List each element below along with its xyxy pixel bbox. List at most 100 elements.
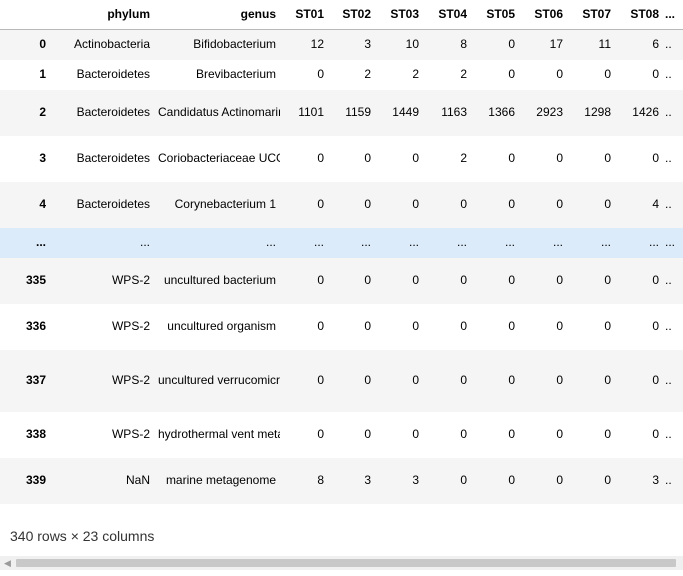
cell-value: 4 xyxy=(652,197,659,211)
index-header xyxy=(0,0,50,30)
cell-more: .. xyxy=(665,197,672,211)
row-index: 2 xyxy=(39,105,46,119)
cell-value: 1163 xyxy=(441,105,467,119)
dataframe-table: phylum genus ST01 ST02 ST03 ST04 ST05 ST… xyxy=(0,0,683,487)
cell-value: 0 xyxy=(317,319,324,333)
row-index: 0 xyxy=(39,37,46,52)
cell-phylum: NaN xyxy=(125,473,150,487)
arrow-left-icon[interactable]: ◀ xyxy=(4,558,11,568)
cell-value: 3 xyxy=(652,473,659,487)
cell-value: 0 xyxy=(317,197,324,211)
cell-value: 0 xyxy=(652,273,659,287)
row-index: 1 xyxy=(39,67,46,81)
row-index: 3 xyxy=(39,151,46,165)
cell-more: .. xyxy=(665,105,672,119)
cell-genus: marine metagenome xyxy=(165,473,276,487)
cell-value: 0 xyxy=(460,427,467,441)
row-index: 337 xyxy=(25,373,46,387)
cell-value: 0 xyxy=(604,473,611,487)
scrollbar-thumb[interactable] xyxy=(16,559,676,567)
table-row: 0 Actinobacteria Bifidobacterium 12 3 10 8 0 17 1… xyxy=(0,29,683,60)
cell-phylum: Bacteroidetes xyxy=(76,151,150,165)
column-header-st03: ST03 xyxy=(375,0,423,30)
cell-value: 0 xyxy=(508,67,515,81)
cell-value: 0 xyxy=(460,373,467,387)
cell-phylum: Bacteroidetes xyxy=(76,105,150,119)
cell-value: 3 xyxy=(412,473,419,487)
cell-value: 2923 xyxy=(536,105,563,119)
cell-value: 0 xyxy=(652,427,659,441)
cell-value: 0 xyxy=(604,319,611,333)
column-header-st01: ST01 xyxy=(280,0,328,30)
cell-value: ... xyxy=(360,235,371,249)
cell-value: 1101 xyxy=(298,105,324,119)
cell-value: 8 xyxy=(460,37,467,52)
cell-value: 0 xyxy=(317,373,324,387)
cell-value: 0 xyxy=(317,273,324,287)
cell-value: 0 xyxy=(652,151,659,165)
table-row: 3 Bacteroidetes Coriobacteriaceae UCG-002 0… xyxy=(0,136,683,182)
column-header-st07: ST07 xyxy=(567,0,615,30)
horizontal-scrollbar[interactable]: ◀ xyxy=(0,556,683,570)
row-index: 4 xyxy=(39,197,46,211)
cell-genus: Brevibacterium xyxy=(195,67,276,81)
table-row: 2 Bacteroidetes Candidatus Actinomarina 110… xyxy=(0,89,683,136)
row-index: 335 xyxy=(25,273,46,287)
cell-value: ... xyxy=(456,235,467,249)
row-index: ... xyxy=(35,235,46,249)
cell-value: 1159 xyxy=(345,105,371,119)
cell-genus: uncultured verrucomicrobium HF0070_15G23 xyxy=(158,373,280,387)
cell-value: 2 xyxy=(460,67,467,81)
cell-value: 8 xyxy=(317,473,324,487)
column-header-more: ... xyxy=(663,0,683,30)
cell-value: 0 xyxy=(508,427,515,441)
cell-value: ... xyxy=(504,235,515,249)
cell-value: 0 xyxy=(604,151,611,165)
cell-value: 0 xyxy=(460,273,467,287)
table-row: 1 Bacteroidetes Brevibacterium 0 2 2 2 0 0 0 0.. xyxy=(0,60,683,90)
cell-value: ... xyxy=(552,235,563,249)
cell-value: 0 xyxy=(652,67,659,81)
table-row: 337 WPS-2 uncultured verrucomicrobium HF00… xyxy=(0,349,683,412)
row-index: 339 xyxy=(25,473,46,487)
cell-value: 0 xyxy=(556,151,563,165)
row-index: 338 xyxy=(25,427,46,441)
cell-value: 0 xyxy=(508,273,515,287)
cell-phylum: WPS-2 xyxy=(111,427,150,441)
cell-value: 0 xyxy=(364,319,371,333)
cell-more: .. xyxy=(665,373,672,387)
cell-phylum: Bacteroidetes xyxy=(76,197,150,211)
cell-value: 11 xyxy=(598,37,611,52)
cell-value: 0 xyxy=(317,151,324,165)
cell-more: .. xyxy=(665,427,672,441)
column-header-phylum: phylum xyxy=(50,0,154,30)
column-header-st05: ST05 xyxy=(471,0,519,30)
row-index: 336 xyxy=(25,319,46,333)
column-header-st02: ST02 xyxy=(328,0,375,30)
cell-value: ... xyxy=(600,235,611,249)
cell-value: 0 xyxy=(604,197,611,211)
column-header-st06: ST06 xyxy=(519,0,567,30)
cell-value: 0 xyxy=(556,319,563,333)
cell-value: 6 xyxy=(652,37,659,52)
cell-value: 0 xyxy=(556,273,563,287)
dataframe-output: phylum genus ST01 ST02 ST03 ST04 ST05 ST… xyxy=(0,0,683,487)
cell-value: 0 xyxy=(508,37,515,52)
cell-more: .. xyxy=(665,67,672,81)
cell-value: 10 xyxy=(405,37,419,52)
cell-genus: uncultured bacterium xyxy=(163,273,276,287)
column-header-st08: ST08 xyxy=(615,0,663,30)
cell-value: ... xyxy=(313,235,324,249)
cell-value: 3 xyxy=(364,37,371,52)
cell-value: 2 xyxy=(460,151,467,165)
cell-phylum: Actinobacteria xyxy=(73,37,150,52)
table-row: 4 Bacteroidetes Corynebacterium 1 0 0 0 0 0 0 0 4.… xyxy=(0,181,683,228)
cell-phylum: WPS-2 xyxy=(111,273,150,287)
cell-value: 0 xyxy=(460,473,467,487)
cell-value: 0 xyxy=(604,273,611,287)
cell-value: 2 xyxy=(364,67,371,81)
cell-value: 0 xyxy=(460,197,467,211)
column-header-st04: ST04 xyxy=(423,0,471,30)
column-header-genus: genus xyxy=(154,0,280,30)
cell-value: 0 xyxy=(364,151,371,165)
